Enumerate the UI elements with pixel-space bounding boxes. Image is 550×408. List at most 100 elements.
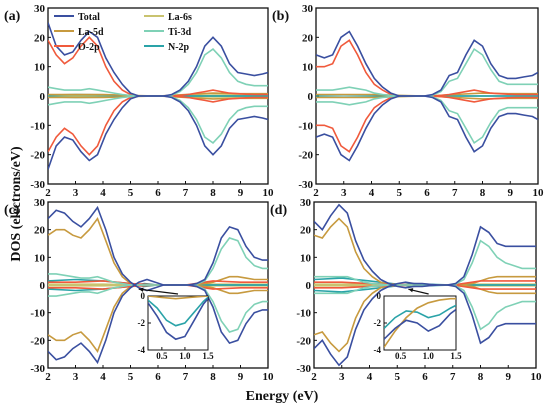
panel-b-xtick-label: 4 [369,187,375,199]
panel-d-inset-ytick-label: -2 [374,318,382,328]
panel-d-xtick-label: 4 [367,371,373,383]
panel-d-xtick-label: 10 [531,371,543,383]
panel-b-ytick-label: 30 [302,3,314,15]
panel-a-ytick-label: -10 [30,120,45,132]
panel-c-inset-xtick-label: 1.5 [202,351,214,361]
legend-item: La-6s [144,12,192,23]
panel-b: 2 3 4 5 6 7 8 9 10 -30 -20 -10 0 10 20 30 (b) [272,3,544,199]
panel-a-ytick-label: 30 [34,3,46,15]
panel-d-ytick-label: 20 [300,225,312,237]
panel-a-xtick-label: 9 [238,187,244,199]
panel-a-ytick-label: 20 [34,32,46,44]
legend-label: N-2p [168,42,190,53]
panel-d-ytick-label: -20 [296,335,311,347]
panel-d-inset-ytick-label: -4 [374,345,382,355]
panel-b-ytick-label: 20 [302,32,314,44]
panel-d-ytick-label: -30 [296,363,311,375]
panel-c-inset: 0.5 1.0 1.5 0 -2 -4 [138,287,214,361]
x-axis-label: Energy (eV) [246,389,319,404]
panel-b-xtick-label: 2 [313,187,319,199]
y-axis-label: DOS (electrons/eV) [9,146,24,262]
panel-d-xtick-label: 9 [506,371,512,383]
panel-c-xtick-label: 4 [100,371,106,383]
panel-c-inset-pointer [138,288,179,295]
panel-c-xtick-label: 2 [45,371,51,383]
panel-a-total-line-spin-down [48,95,268,170]
panel-d-total-line [314,203,536,289]
panel-d-inset-xtick-label: 0.5 [395,351,407,361]
panel-d-ytick-label: -10 [296,308,311,320]
panel-b-label: (b) [272,9,289,24]
panel-c-inset-ytick-label: -2 [138,318,146,328]
legend-item: Ti-3d [144,27,192,38]
panel-c-inset-arrowhead [138,287,144,292]
panel-b-xtick-label: 3 [341,187,347,199]
panel-c-ytick-label: 20 [34,225,46,237]
panel-b-xtick-label: 9 [508,187,514,199]
panel-d-xtick-label: 7 [450,371,456,383]
panel-d-inset-total-line [384,308,456,340]
legend-label: Ti-3d [168,27,192,38]
panel-a-xtick-label: 10 [263,187,275,199]
panel-b-xtick-label: 6 [424,187,430,199]
panel-b-total-line [316,30,538,97]
panel-c-ytick-label: -30 [30,363,45,375]
panel-d-inset-ytick-label: 0 [377,291,382,301]
panel-c-xtick-label: 8 [210,371,216,383]
panel-a: 2 3 4 5 6 7 8 9 10 -30 -20 -10 0 10 20 30 (a) Total La-6s L… [4,3,274,199]
panel-b-xtick-label: 10 [533,187,545,199]
panel-d-inset-xtick-label: 1.0 [423,351,435,361]
panel-c-inset-ytick-label: -4 [138,345,146,355]
panel-d-ytick-label: 0 [306,280,312,292]
legend-label: O-2p [78,42,100,53]
panel-c: 2 3 4 5 6 7 8 9 10 -30 -20 -10 0 10 20 30 (c) 0.5 1.0 1.5 0 -… [4,197,274,383]
panel-c-inset-total-line [148,298,208,341]
legend-item: Total [54,12,100,23]
panel-a-xtick-label: 6 [155,187,161,199]
legend-label: La-5d [78,27,104,38]
panel-b-xtick-label: 8 [480,187,486,199]
panel-c-ti-3d-line-spin-down [48,284,268,333]
panel-d: 2 3 4 5 6 7 8 9 10 -30 -20 -10 0 10 20 30 (d) 0.5 1.0 1.5 0 -… [270,197,542,383]
panel-a-xtick-label: 4 [100,187,106,199]
panel-a-ytick-label: -20 [30,150,45,162]
legend-label: La-6s [168,12,192,23]
panel-d-inset-xtick-label: 1.5 [450,351,462,361]
panel-c-xtick-label: 7 [183,371,189,383]
panel-a-xtick-label: 7 [183,187,189,199]
panel-d-inset-la-5d-line [384,297,456,348]
panel-d-inset-n-2p-line [384,304,456,329]
panel-c-xtick-label: 5 [128,371,134,383]
panel-b-xtick-label: 7 [452,187,458,199]
panel-a-ytick-label: 0 [40,91,46,103]
panel-c-xtick-label: 10 [263,371,275,383]
panel-d-label: (d) [270,203,287,218]
panel-d-inset: 0.5 1.0 1.5 0 -2 -4 [374,288,462,361]
panel-c-xtick-label: 6 [155,371,161,383]
panel-d-ti-3d-line-spin-down [314,284,536,331]
panel-a-xtick-label: 8 [210,187,216,199]
panel-a-ytick-label: -30 [30,179,45,191]
panel-c-total-line [48,205,268,292]
panel-d-ytick-label: 30 [300,197,312,209]
legend-item: La-5d [54,27,104,38]
panel-d-xtick-label: 8 [478,371,484,383]
panel-c-label: (c) [4,203,20,218]
panel-c-inset-xtick-label: 1.0 [179,351,191,361]
panel-a-ytick-label: 10 [34,62,46,74]
panel-a-xtick-label: 3 [73,187,79,199]
panel-d-xtick-label: 2 [311,371,317,383]
panel-d-total-line-spin-down [314,281,536,367]
panel-d-xtick-label: 6 [422,371,428,383]
panel-c-total-line-spin-down [48,278,268,365]
panel-b-ytick-label: 10 [302,62,314,74]
panel-c-inset-ytick-label: 0 [141,291,146,301]
panel-b-ytick-label: -20 [298,150,313,162]
panel-d-inset-arrowhead [408,288,414,293]
legend-item: O-2p [54,42,100,53]
panel-b-xtick-label: 5 [397,187,403,199]
panel-a-xtick-label: 5 [128,187,134,199]
panel-c-inset-xtick-label: 0.5 [156,351,168,361]
panel-c-inset-frame [147,295,209,351]
